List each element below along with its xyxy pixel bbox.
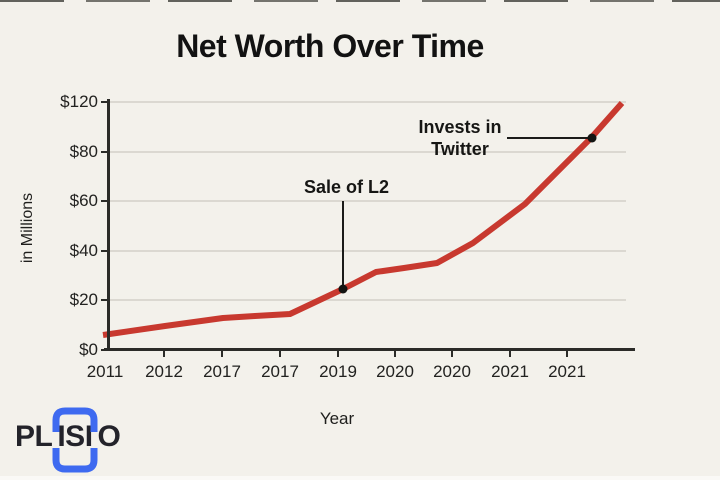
y-tick [101,249,108,252]
y-axis-line [107,99,110,351]
y-tick-label: $20 [69,290,98,309]
annotation-invests-in-twitter: Invests in Twitter [401,116,519,160]
y-tick-label: $0 [79,340,98,359]
x-tick-label: 2017 [203,362,241,381]
bottom-edge [0,476,720,480]
x-tick-label: 2020 [433,362,471,381]
annotation-dot [587,133,597,143]
y-tick [101,299,108,301]
torn-top-edge [0,0,720,2]
x-axis-title: Year [319,409,355,428]
y-tick [101,200,108,202]
x-tick-label: 2021 [548,362,586,381]
x-tick [279,350,281,357]
annotation-dot [338,284,348,294]
y-tick-label: $120 [60,92,98,111]
plisio-logo: PL ISI O [15,407,121,473]
x-tick-label: 2012 [145,362,183,381]
logo-bracket-icon [52,407,98,473]
gridline [108,150,626,153]
logo-text-pre: PL [15,420,53,453]
x-tick-label: 2017 [261,362,299,381]
y-tick-label: $40 [69,240,98,260]
logo-mid-letters: ISI [57,420,93,453]
x-axis-line [104,348,635,351]
x-tick [221,350,223,357]
x-tick [566,350,568,357]
chart-title: Net Worth Over Time [176,28,484,64]
gridline [108,249,626,252]
x-tick-label: 2011 [86,362,124,381]
annotation-line-1: Invests in [418,117,502,137]
logo-text-post: O [97,420,121,453]
annotation-line-2: Twitter [431,139,489,159]
annotation-sale-of-l2: Sale of L2 [303,177,390,197]
x-tick [337,350,339,357]
net-worth-series-line [102,101,625,338]
x-tick-label: 2021 [491,362,529,381]
x-tick-label: 2019 [319,362,357,381]
gridline [108,200,626,202]
y-tick-label: $60 [69,191,98,210]
x-tick [163,350,165,357]
y-tick [101,101,108,103]
y-axis-title: in Millions [19,192,36,264]
logo-text-mid: ISI [52,407,98,473]
gridline [108,101,626,103]
y-tick [101,150,108,153]
x-tick [451,350,453,357]
x-tick [394,350,396,357]
x-tick-label: 2020 [376,362,414,381]
x-tick [509,350,511,357]
gridline [108,299,626,301]
y-tick-label: $80 [69,141,98,161]
